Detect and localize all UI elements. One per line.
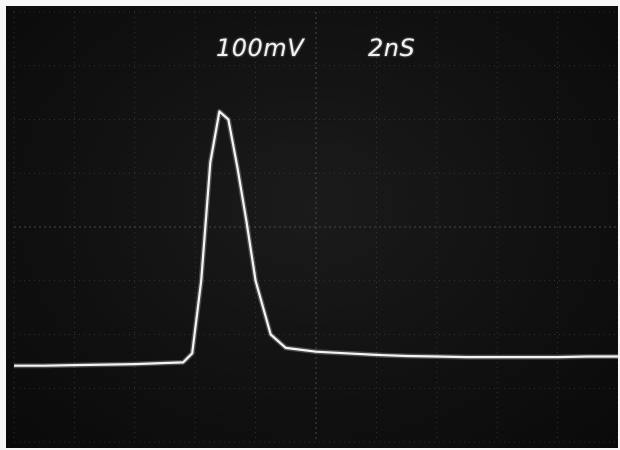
time-per-division-label: 2nS (368, 34, 416, 62)
volts-per-division-label: 100mV (216, 34, 305, 62)
oscilloscope-screen: 100mV 2nS (6, 6, 618, 448)
waveform-plot (13, 11, 618, 443)
waveform-trace (14, 110, 618, 367)
